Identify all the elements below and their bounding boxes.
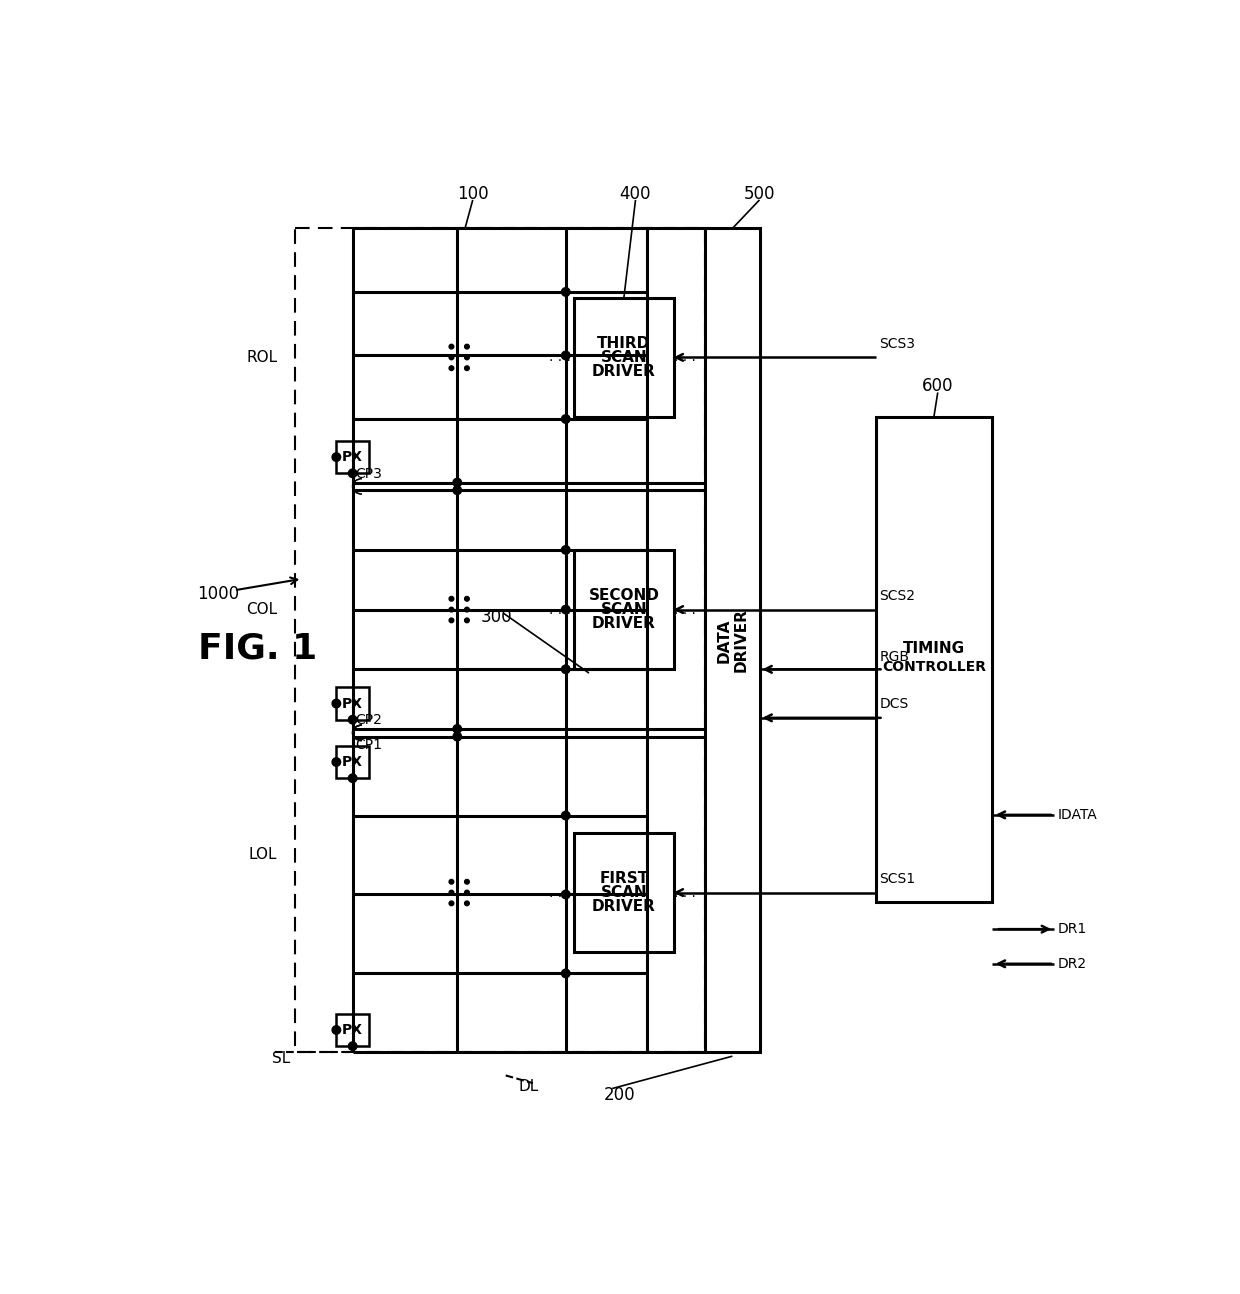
Circle shape xyxy=(465,597,469,602)
Text: SECOND: SECOND xyxy=(589,589,660,603)
Text: SCS2: SCS2 xyxy=(879,589,915,603)
Circle shape xyxy=(465,890,469,895)
Text: TIMING: TIMING xyxy=(903,641,965,656)
Circle shape xyxy=(449,619,454,622)
Text: 600: 600 xyxy=(923,378,954,395)
Bar xyxy=(573,833,675,952)
Circle shape xyxy=(465,607,469,612)
Text: DRIVER: DRIVER xyxy=(591,364,656,379)
Circle shape xyxy=(348,716,357,723)
Circle shape xyxy=(449,366,454,370)
Circle shape xyxy=(465,355,469,360)
Text: 1000: 1000 xyxy=(197,585,239,603)
Circle shape xyxy=(449,890,454,895)
Text: PX: PX xyxy=(342,1024,363,1036)
Circle shape xyxy=(348,774,357,783)
Circle shape xyxy=(348,1042,357,1051)
Text: FIG. 1: FIG. 1 xyxy=(197,631,317,665)
Text: DRIVER: DRIVER xyxy=(591,616,656,631)
Text: PX: PX xyxy=(342,450,363,465)
Circle shape xyxy=(453,487,461,494)
Text: . . .: . . . xyxy=(675,885,696,899)
Text: SCS3: SCS3 xyxy=(879,336,915,351)
Circle shape xyxy=(449,880,454,884)
Text: . . .: . . . xyxy=(675,351,696,365)
Circle shape xyxy=(348,468,357,477)
Circle shape xyxy=(449,355,454,360)
Text: PX: PX xyxy=(342,754,363,769)
Circle shape xyxy=(562,665,570,673)
Bar xyxy=(875,417,992,902)
Text: CP3: CP3 xyxy=(355,467,382,481)
Text: SCAN: SCAN xyxy=(600,885,647,901)
Circle shape xyxy=(562,546,570,554)
Text: . . .: . . . xyxy=(548,885,570,899)
Circle shape xyxy=(562,890,570,899)
Text: ROL: ROL xyxy=(247,349,278,365)
Text: THIRD: THIRD xyxy=(598,336,651,351)
Bar xyxy=(573,298,675,417)
Circle shape xyxy=(465,901,469,906)
Circle shape xyxy=(465,344,469,349)
Text: FIRST: FIRST xyxy=(599,871,649,886)
Text: 300: 300 xyxy=(480,608,512,626)
Circle shape xyxy=(332,453,341,462)
Text: PX: PX xyxy=(342,696,363,710)
Bar xyxy=(336,1013,370,1046)
Text: CP1: CP1 xyxy=(355,738,382,752)
Text: SCAN: SCAN xyxy=(600,602,647,617)
Circle shape xyxy=(332,699,341,708)
Text: . . .: . . . xyxy=(675,603,696,616)
Circle shape xyxy=(562,811,570,820)
Text: IDATA: IDATA xyxy=(1058,807,1097,822)
Text: RGB: RGB xyxy=(879,650,910,664)
Text: LOL: LOL xyxy=(249,846,278,862)
Bar xyxy=(336,687,370,719)
Text: CONTROLLER: CONTROLLER xyxy=(882,660,986,674)
Text: DATA
DRIVER: DATA DRIVER xyxy=(717,608,749,673)
Text: DL: DL xyxy=(518,1079,539,1095)
Bar xyxy=(336,745,370,778)
Circle shape xyxy=(453,725,461,734)
Bar xyxy=(706,229,759,1052)
Text: DR2: DR2 xyxy=(1058,956,1087,970)
Text: 100: 100 xyxy=(456,185,489,203)
Circle shape xyxy=(449,344,454,349)
Circle shape xyxy=(562,351,570,360)
Circle shape xyxy=(465,619,469,622)
Text: DCS: DCS xyxy=(879,697,909,710)
Circle shape xyxy=(562,415,570,423)
Circle shape xyxy=(449,901,454,906)
Circle shape xyxy=(453,479,461,487)
Text: . . .: . . . xyxy=(548,351,570,365)
Text: . . .: . . . xyxy=(548,603,570,616)
Circle shape xyxy=(562,287,570,296)
Text: SCAN: SCAN xyxy=(600,349,647,365)
Text: DR1: DR1 xyxy=(1058,923,1087,936)
Text: 400: 400 xyxy=(620,185,651,203)
Circle shape xyxy=(332,758,341,766)
Text: 200: 200 xyxy=(604,1086,636,1104)
Circle shape xyxy=(449,607,454,612)
Circle shape xyxy=(453,732,461,741)
Text: CP2: CP2 xyxy=(355,713,382,727)
Text: 500: 500 xyxy=(744,185,775,203)
Text: DRIVER: DRIVER xyxy=(591,899,656,914)
Text: COL: COL xyxy=(247,602,278,617)
Bar xyxy=(336,441,370,474)
Circle shape xyxy=(562,969,570,978)
Text: SCS1: SCS1 xyxy=(879,872,916,885)
Circle shape xyxy=(465,366,469,370)
Text: SL: SL xyxy=(273,1051,290,1066)
Circle shape xyxy=(465,880,469,884)
Bar xyxy=(573,550,675,669)
Circle shape xyxy=(562,606,570,613)
Circle shape xyxy=(449,597,454,602)
Circle shape xyxy=(332,1026,341,1034)
